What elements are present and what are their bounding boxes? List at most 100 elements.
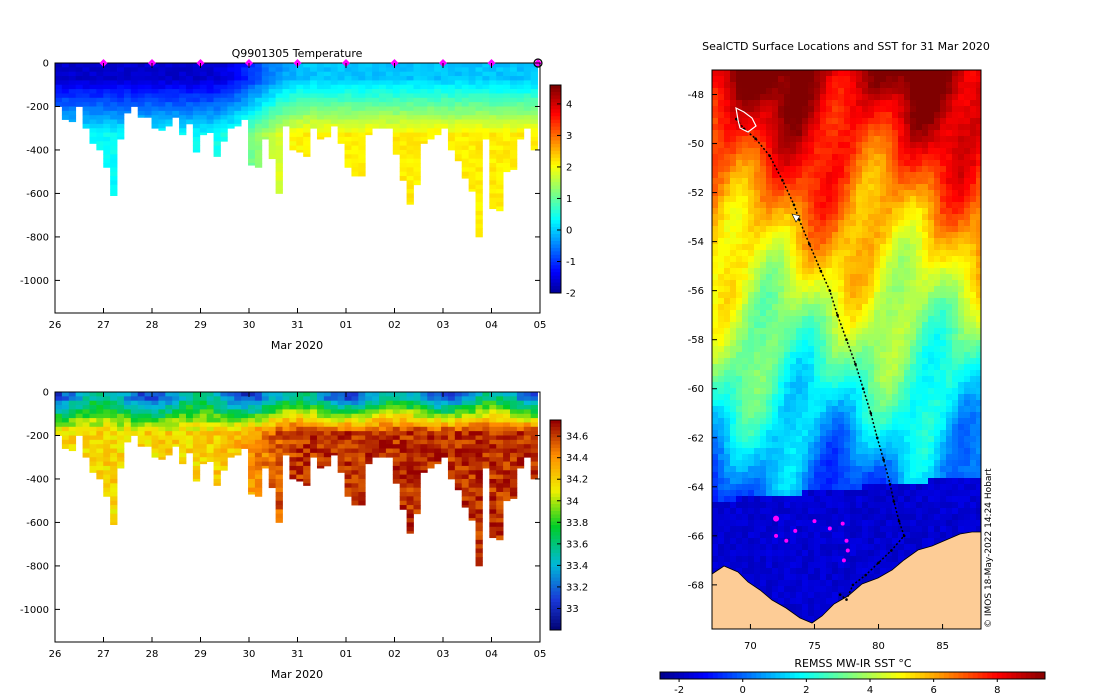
sst-cell xyxy=(808,232,815,239)
temperature-cell xyxy=(510,71,518,77)
temperature-cell xyxy=(165,71,173,77)
salinity-cell xyxy=(489,487,497,493)
salinity-colorbar-segment xyxy=(550,626,561,631)
temperature-cell xyxy=(61,63,70,68)
sst-cell xyxy=(712,190,719,197)
sst-cell xyxy=(916,292,923,299)
temperature-cell xyxy=(337,80,345,86)
temperature-cell xyxy=(358,97,366,103)
temperature-cell xyxy=(103,110,111,116)
salinity-cell xyxy=(220,444,228,449)
salinity-cell xyxy=(310,426,318,432)
sst-cell xyxy=(712,262,719,269)
sst-cell xyxy=(916,214,923,221)
sst-cell xyxy=(712,244,719,251)
sst-cell xyxy=(766,268,773,275)
sst-cell xyxy=(808,94,815,101)
temperature-cell xyxy=(344,158,352,164)
salinity-cell xyxy=(165,396,173,402)
salinity-cell xyxy=(461,435,470,441)
sst-cell xyxy=(880,148,887,155)
map-title: SealCTD Surface Locations and SST for 31… xyxy=(702,40,990,53)
sst-cell xyxy=(880,142,887,149)
temperature-cell xyxy=(241,106,249,112)
sst-cell xyxy=(820,166,827,173)
sst-cell xyxy=(886,70,893,77)
salinity-cell xyxy=(213,405,221,410)
salinity-cell xyxy=(110,426,118,432)
salinity-colorbar-segment xyxy=(550,441,561,445)
temperature-cell xyxy=(413,80,421,86)
salinity-cell xyxy=(158,439,166,445)
temperature-cell xyxy=(179,89,187,94)
temperature-cell xyxy=(344,110,352,116)
sst-cell xyxy=(874,178,881,185)
salinity-cell xyxy=(468,448,476,454)
temperature-cell xyxy=(489,84,497,90)
salinity-cell xyxy=(213,452,221,458)
salinity-cell xyxy=(516,400,525,406)
sst-cell xyxy=(904,100,911,107)
temperature-cell xyxy=(172,76,180,81)
temperature-cell xyxy=(151,84,159,90)
temperature-cell xyxy=(316,119,325,125)
sst-cell xyxy=(718,88,725,95)
salinity-cell xyxy=(123,431,132,436)
temperature-cell xyxy=(385,115,394,120)
salinity-cell xyxy=(254,409,263,415)
sst-cell xyxy=(718,196,725,203)
sst-cell xyxy=(754,232,761,239)
temperature-cell xyxy=(482,106,490,112)
temperature-cell xyxy=(475,89,483,94)
sst-cell xyxy=(790,226,797,233)
temperature-cell xyxy=(475,154,483,160)
sst-cell xyxy=(748,286,755,293)
salinity-cell xyxy=(413,422,421,428)
sst-cell xyxy=(736,70,743,77)
sst-cell xyxy=(766,172,773,179)
salinity-cell xyxy=(165,431,173,436)
sst-cell xyxy=(898,94,905,101)
salinity-cell xyxy=(179,413,187,419)
sst-cell xyxy=(796,202,803,209)
temperature-cell xyxy=(441,106,449,112)
salinity-cell xyxy=(447,457,456,462)
sst-cell xyxy=(772,142,779,149)
sst-cell xyxy=(922,118,929,125)
salinity-cell xyxy=(510,496,518,499)
sst-cell xyxy=(844,160,851,167)
salinity-cell xyxy=(503,452,511,458)
temperature-cell xyxy=(275,119,283,125)
temperature-cell xyxy=(454,106,463,112)
salinity-xtick-label: 05 xyxy=(534,649,547,660)
salinity-cell xyxy=(468,400,476,406)
temperature-cell xyxy=(220,119,228,125)
temperature-cell xyxy=(282,71,290,77)
sst-cell xyxy=(730,244,737,251)
salinity-cell xyxy=(96,418,104,423)
salinity-cell xyxy=(392,461,401,467)
sst-cell xyxy=(748,172,755,179)
salinity-cell xyxy=(296,431,304,436)
temperature-colorbar-segment xyxy=(550,88,561,93)
temperature-cell xyxy=(248,76,256,81)
sst-cell xyxy=(976,268,981,275)
temperature-cell xyxy=(220,76,228,81)
temperature-cell xyxy=(117,63,125,68)
temperature-cell xyxy=(268,123,276,129)
salinity-cell xyxy=(420,444,428,449)
salinity-cell xyxy=(489,509,497,515)
temperature-cell xyxy=(358,141,366,147)
sst-cell xyxy=(952,268,959,275)
sst-cell xyxy=(736,274,743,281)
temperature-cell xyxy=(89,89,97,94)
salinity-cell xyxy=(351,409,359,415)
temperature-cell xyxy=(530,84,538,90)
temperature-cell xyxy=(365,80,373,86)
salinity-cell xyxy=(475,435,483,441)
sst-cell xyxy=(898,88,905,95)
temperature-cell xyxy=(503,80,511,86)
sst-cell xyxy=(766,244,773,251)
sst-cell xyxy=(880,208,887,215)
sst-cell xyxy=(736,286,743,293)
